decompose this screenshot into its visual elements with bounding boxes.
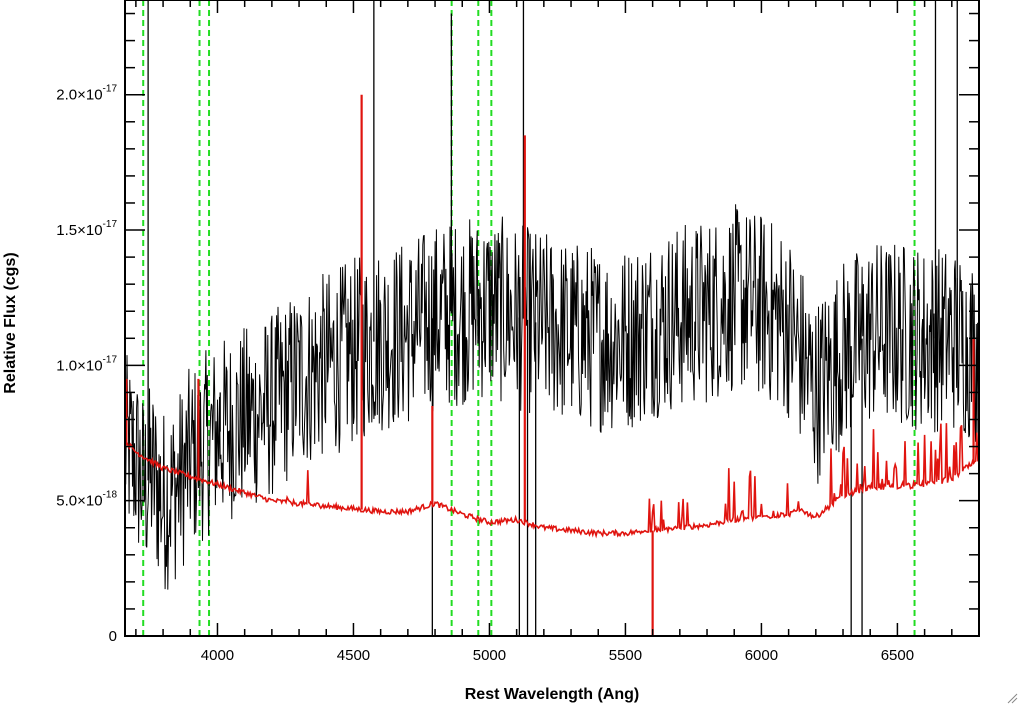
x-tick-labels: 4000 4500 5000 5500 6000 6500 [201, 647, 914, 664]
y-tick-label: 2.0×10-17 [56, 84, 117, 104]
x-tick-label: 5500 [609, 647, 642, 664]
axis-ticks [125, 0, 980, 637]
error-spectrum [124, 94, 980, 636]
y-tick-mantissa: 5.0×10 [56, 493, 102, 510]
x-tick-label: 4000 [201, 647, 234, 664]
x-tick-label: 6500 [881, 647, 914, 664]
x-axis-title: Rest Wavelength (Ang) [465, 686, 640, 703]
y-tick-exponent: -17 [103, 219, 118, 230]
y-tick-label: 5.0×10-18 [56, 490, 117, 510]
y-tick-exponent: -17 [103, 84, 118, 95]
y-tick-label: 1.5×10-17 [56, 219, 117, 239]
y-tick-mantissa: 2.0×10 [56, 87, 102, 104]
y-tick-exponent: -17 [103, 354, 118, 365]
y-tick-exponent: -18 [103, 490, 118, 501]
y-tick-label: 1.0×10-17 [56, 354, 117, 374]
error-spectrum-line [124, 423, 980, 539]
y-tick-label: 0 [109, 628, 117, 645]
observed-spectrum-line [124, 204, 980, 590]
y-tick-mantissa: 1.0×10 [56, 357, 102, 374]
x-tick-label: 6000 [745, 647, 778, 664]
y-axis-title: Relative Flux (cgs) [2, 252, 19, 393]
plot-frame [124, 0, 980, 637]
observed-spectrum [124, 0, 980, 636]
y-tick-mantissa: 0 [109, 628, 117, 645]
x-tick-label: 5000 [473, 647, 506, 664]
y-tick-labels: 05.0×10-181.0×10-171.5×10-172.0×10-17 [56, 84, 117, 645]
x-tick-label: 4500 [337, 647, 370, 664]
y-tick-mantissa: 1.5×10 [56, 222, 102, 239]
resize-grip-icon[interactable] [1006, 692, 1018, 704]
